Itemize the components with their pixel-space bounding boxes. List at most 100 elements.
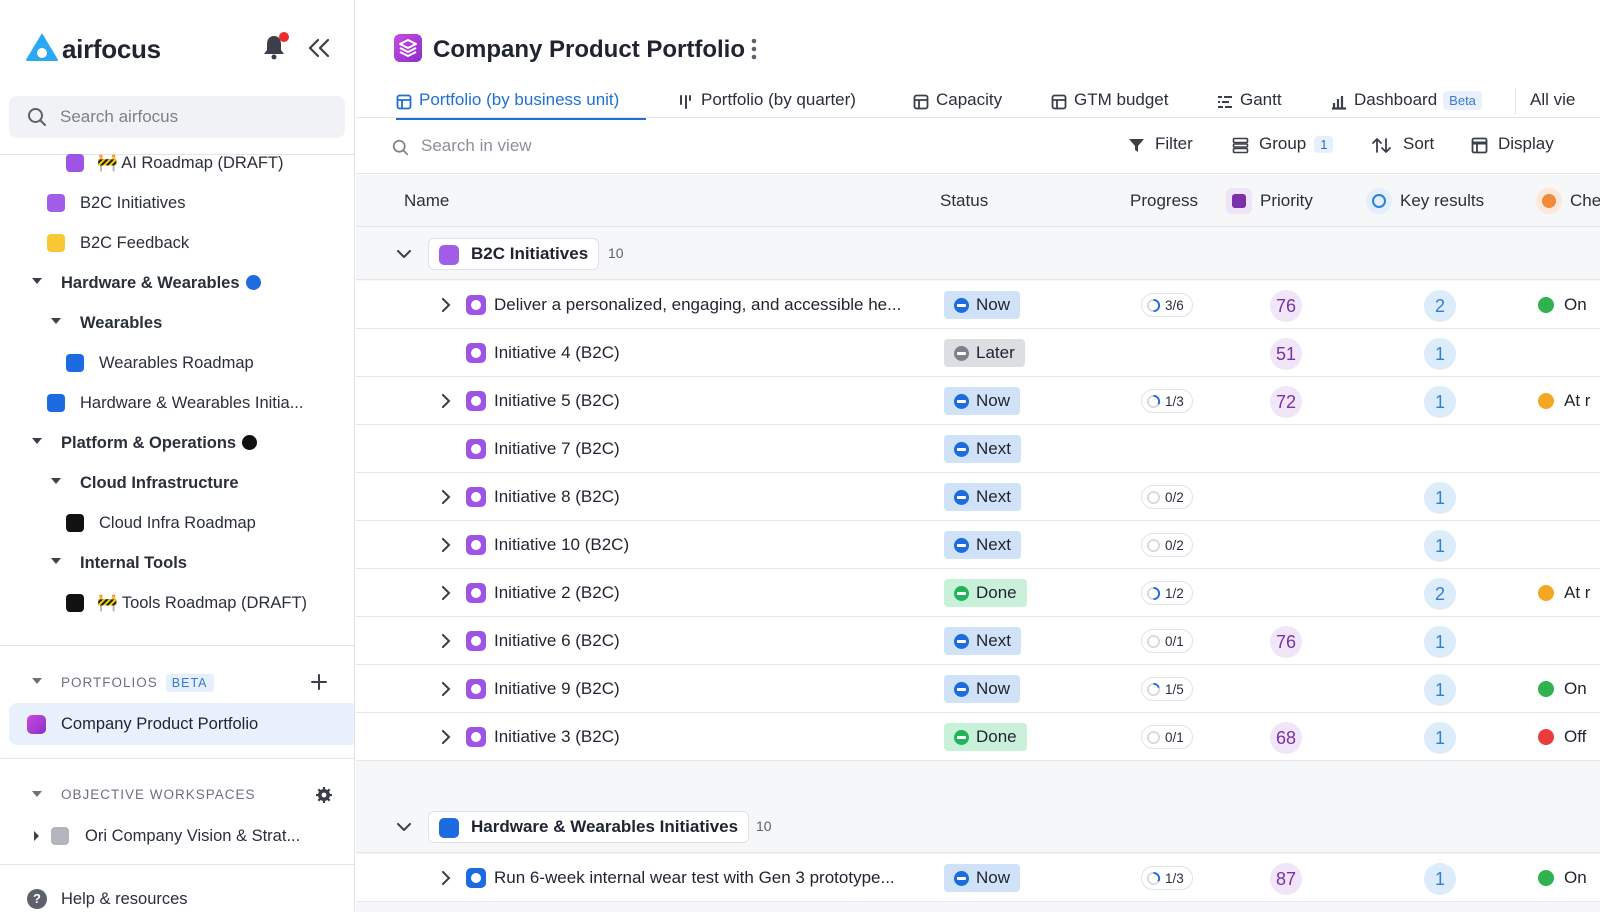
- progress-ring-icon: [1146, 538, 1161, 553]
- table-row[interactable]: Deliver a personalized, engaging, and ac…: [356, 281, 1600, 329]
- item-name[interactable]: Run 6-week internal wear test with Gen 3…: [494, 868, 895, 887]
- status-badge[interactable]: Now: [944, 675, 1021, 703]
- status-badge[interactable]: Now: [944, 864, 1021, 892]
- table-row[interactable]: Initiative 4 (B2C) Later 51 1: [356, 329, 1600, 377]
- sidebar-item-wearables-roadmap[interactable]: Wearables Roadmap: [0, 344, 354, 382]
- table-row[interactable]: Initiative 6 (B2C) Next 0/1 76 1: [356, 617, 1600, 665]
- objective-workspaces-header[interactable]: OBJECTIVE WORKSPACES: [0, 780, 354, 810]
- table-row[interactable]: Initiative 9 (B2C) Now 1/5 1 On: [356, 665, 1600, 713]
- objective-workspaces-label: OBJECTIVE WORKSPACES: [61, 787, 256, 802]
- chevron-right-icon[interactable]: [439, 394, 453, 408]
- logo[interactable]: airfocus: [26, 30, 346, 66]
- table-row[interactable]: Initiative 2 (B2C) Done 1/2 2 At r: [356, 569, 1600, 617]
- key-results-count[interactable]: 1: [1424, 530, 1456, 562]
- key-results-count[interactable]: 2: [1424, 578, 1456, 610]
- table-row[interactable]: Initiative 3 (B2C) Done 0/1 68 1 Off: [356, 713, 1600, 761]
- item-name[interactable]: Initiative 3 (B2C): [494, 727, 620, 746]
- table-row[interactable]: Initiative 5 (B2C) Now 1/3 72 1 At r: [356, 377, 1600, 425]
- key-results-count[interactable]: 1: [1424, 482, 1456, 514]
- caret-down-icon[interactable]: [32, 791, 42, 797]
- table-row[interactable]: Run 6-week internal wear test with Gen 3…: [356, 854, 1600, 902]
- group-header-hardware-wearables-initiatives[interactable]: Hardware & Wearables Initiatives 10: [356, 801, 1600, 853]
- item-name[interactable]: Initiative 5 (B2C): [494, 391, 620, 410]
- more-options-icon[interactable]: [751, 38, 757, 60]
- group-header-b2c-initiatives[interactable]: B2C Initiatives 10: [356, 228, 1600, 280]
- status-badge[interactable]: Next: [944, 483, 1021, 511]
- status-badge[interactable]: Now: [944, 291, 1021, 319]
- chevron-right-icon[interactable]: [439, 634, 453, 648]
- sidebar-item-ai-roadmap[interactable]: 🚧 AI Roadmap (DRAFT): [0, 144, 354, 182]
- sidebar-item-hardware-wearables-initiatives[interactable]: Hardware & Wearables Initia...: [0, 384, 354, 422]
- plus-icon[interactable]: [310, 673, 328, 691]
- chevron-right-icon[interactable]: [439, 298, 453, 312]
- group-chip[interactable]: Hardware & Wearables Initiatives: [428, 811, 750, 843]
- caret-down-icon[interactable]: [51, 318, 61, 324]
- sidebar-item-b2c-feedback[interactable]: B2C Feedback: [0, 224, 354, 262]
- sidebar-item-tools-roadmap[interactable]: 🚧 Tools Roadmap (DRAFT): [0, 584, 354, 622]
- item-name[interactable]: Initiative 2 (B2C): [494, 583, 620, 602]
- column-header-name[interactable]: Name: [404, 191, 450, 210]
- sidebar-item-platform-operations[interactable]: Platform & Operations: [0, 424, 354, 462]
- table-row[interactable]: Initiative 10 (B2C) Next 0/2 1: [356, 521, 1600, 569]
- item-name[interactable]: Initiative 7 (B2C): [494, 439, 620, 458]
- sidebar-item-b2c-initiatives[interactable]: B2C Initiatives: [0, 184, 354, 222]
- status-now-icon: [954, 394, 969, 409]
- key-results-count[interactable]: 1: [1424, 626, 1456, 658]
- chevron-down-icon[interactable]: [396, 819, 412, 835]
- sidebar-item-ori-company-vision[interactable]: Ori Company Vision & Strat...: [0, 817, 354, 855]
- key-results-count[interactable]: 1: [1424, 338, 1456, 370]
- status-badge[interactable]: Next: [944, 627, 1021, 655]
- sidebar-search[interactable]: Search airfocus: [9, 96, 345, 138]
- group-chip[interactable]: B2C Initiatives: [428, 238, 600, 270]
- tab-portfolio-by-business-unit[interactable]: Portfolio (by business unit): [396, 90, 646, 120]
- sidebar-item-wearables[interactable]: Wearables: [0, 304, 354, 342]
- column-header-progress[interactable]: Progress: [1130, 191, 1199, 210]
- item-name[interactable]: Initiative 9 (B2C): [494, 679, 620, 698]
- item-name[interactable]: Initiative 8 (B2C): [494, 487, 620, 506]
- notifications-bell-icon[interactable]: [262, 34, 286, 60]
- key-results-count[interactable]: 1: [1424, 674, 1456, 706]
- status-badge[interactable]: Later: [944, 339, 1025, 367]
- chevron-right-icon[interactable]: [439, 871, 453, 885]
- status-badge[interactable]: Next: [944, 435, 1021, 463]
- status-badge[interactable]: Now: [944, 387, 1021, 415]
- status-badge[interactable]: Done: [944, 723, 1027, 751]
- caret-down-icon[interactable]: [32, 678, 42, 684]
- priority-score: 51: [1270, 338, 1302, 370]
- caret-down-icon[interactable]: [32, 278, 42, 284]
- sidebar-item-cloud-infra-roadmap[interactable]: Cloud Infra Roadmap: [0, 504, 354, 542]
- sidebar-item-hardware-wearables[interactable]: Hardware & Wearables: [0, 264, 354, 302]
- status-badge[interactable]: Next: [944, 531, 1021, 559]
- column-header-status[interactable]: Status: [940, 191, 989, 210]
- item-name[interactable]: Initiative 10 (B2C): [494, 535, 630, 554]
- caret-down-icon[interactable]: [32, 438, 42, 444]
- chevron-right-icon[interactable]: [439, 586, 453, 600]
- chevron-right-icon[interactable]: [439, 730, 453, 744]
- item-name[interactable]: Initiative 4 (B2C): [494, 343, 620, 362]
- key-results-count[interactable]: 1: [1424, 722, 1456, 754]
- key-results-count[interactable]: 2: [1424, 290, 1456, 322]
- sidebar-item-internal-tools[interactable]: Internal Tools: [0, 544, 354, 582]
- chevron-right-icon[interactable]: [439, 490, 453, 504]
- caret-right-icon[interactable]: [34, 831, 39, 841]
- chevron-right-icon[interactable]: [439, 538, 453, 552]
- sidebar-item-cloud-infrastructure[interactable]: Cloud Infrastructure: [0, 464, 354, 502]
- table-row[interactable]: Initiative 7 (B2C) Next: [356, 425, 1600, 473]
- chevron-right-icon[interactable]: [439, 682, 453, 696]
- caret-down-icon[interactable]: [51, 478, 61, 484]
- help-resources-link[interactable]: ? Help & resources: [0, 880, 354, 912]
- key-results-count[interactable]: 1: [1424, 386, 1456, 418]
- gear-icon[interactable]: [315, 786, 333, 804]
- item-name[interactable]: Initiative 6 (B2C): [494, 631, 620, 650]
- status-badge[interactable]: Done: [944, 579, 1027, 607]
- sidebar-item-label: 🚧 Tools Roadmap (DRAFT): [97, 594, 308, 612]
- portfolios-section-header[interactable]: PORTFOLIOS BETA: [0, 667, 354, 697]
- collapse-sidebar-icon[interactable]: [306, 36, 332, 60]
- key-results-count[interactable]: 1: [1424, 863, 1456, 895]
- chevron-down-icon[interactable]: [396, 246, 412, 262]
- sidebar-item-company-portfolio[interactable]: Company Product Portfolio: [9, 703, 354, 745]
- table-row[interactable]: Initiative 8 (B2C) Next 0/2 1: [356, 473, 1600, 521]
- item-name[interactable]: Deliver a personalized, engaging, and ac…: [494, 295, 902, 314]
- rocket-icon: [439, 245, 459, 265]
- caret-down-icon[interactable]: [51, 558, 61, 564]
